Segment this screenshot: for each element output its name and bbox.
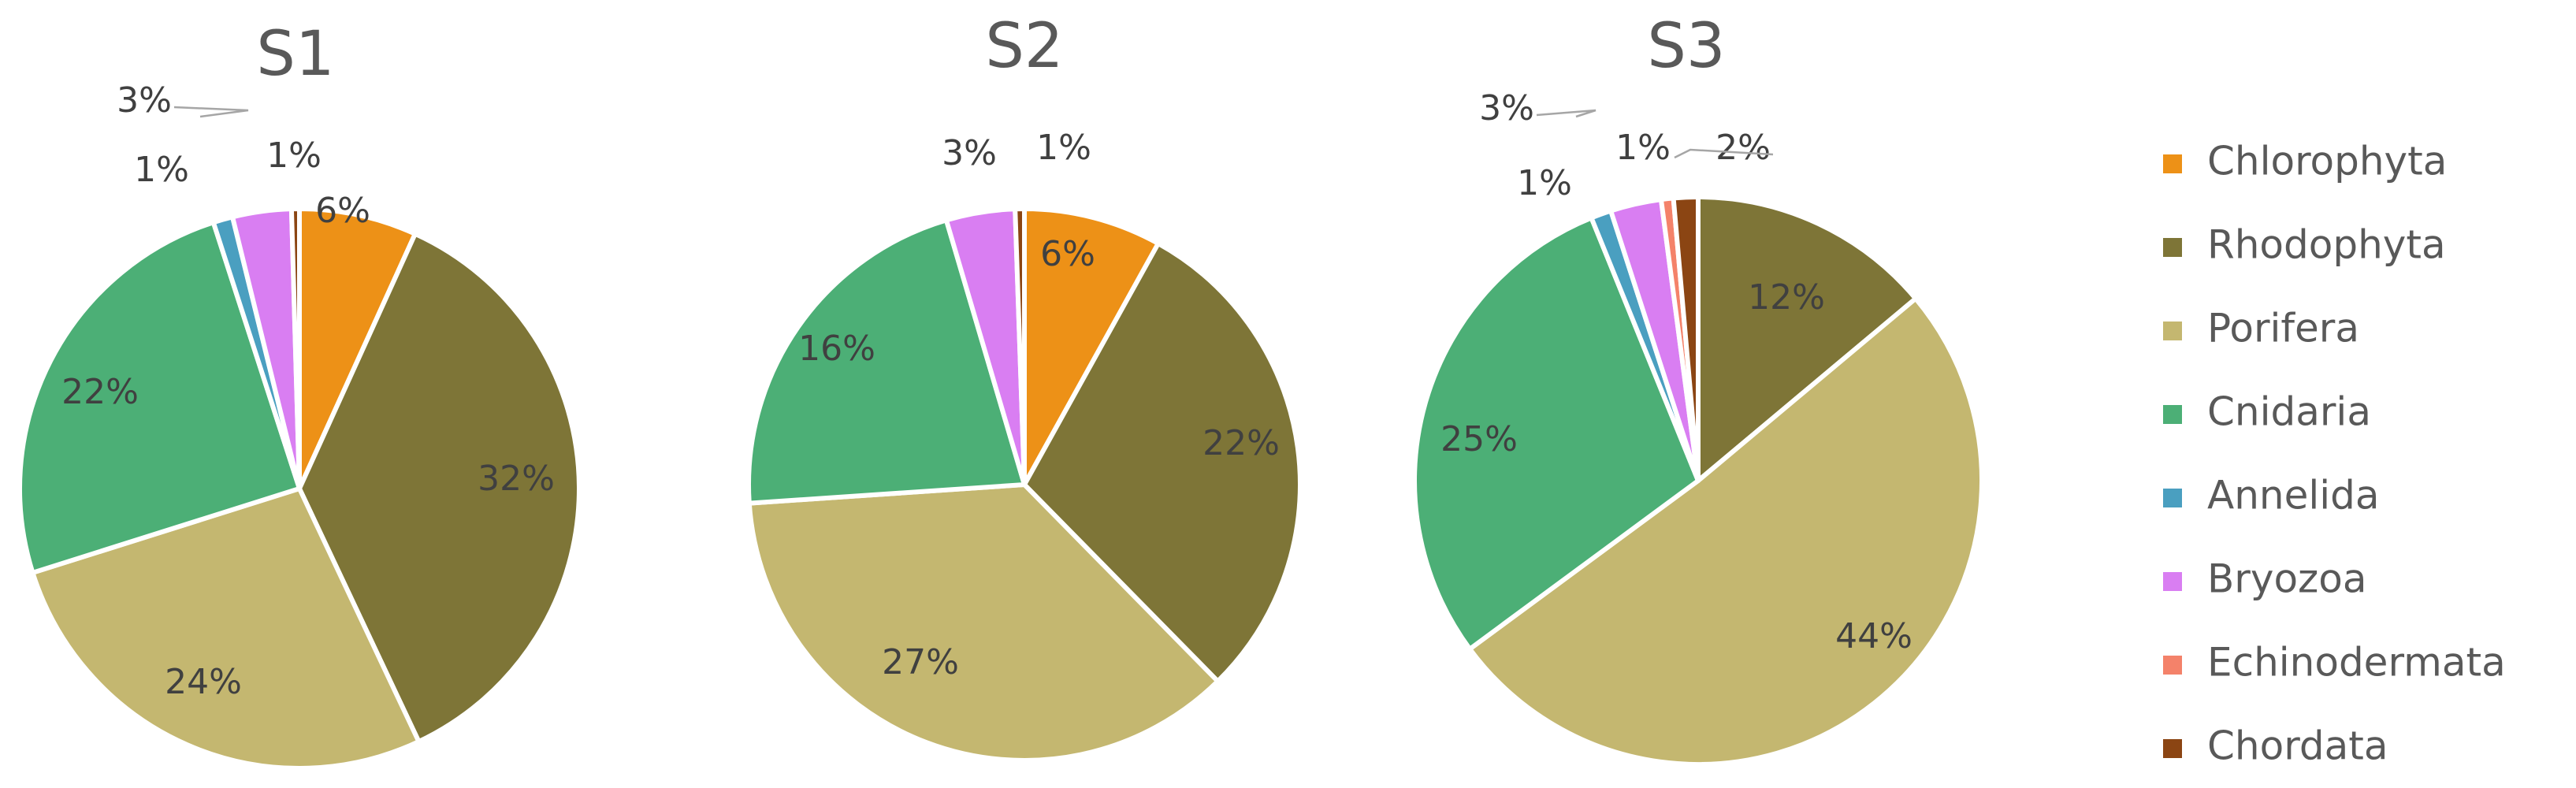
pie-s3: 12% 44% 25% 1% 3% 1% 2% [1412, 88, 1984, 767]
data-label-bryozoa: 3% [117, 80, 172, 121]
legend-item-annelida: Annelida [2163, 473, 2380, 519]
data-label-chlorophyta: 6% [1040, 234, 1095, 274]
leader-line-chordata [1674, 148, 1774, 159]
pie-slice-rhodophyta [297, 231, 582, 745]
data-label-porifera: 27% [882, 642, 959, 682]
leader-line-bryozoa [173, 106, 249, 118]
legend-label: Echinodermata [2207, 640, 2506, 686]
legend-swatch [2163, 739, 2182, 758]
pie-slice-cnidaria [1412, 215, 1701, 652]
legend-label: Chordata [2207, 723, 2388, 769]
data-label-bryozoa: 3% [1479, 88, 1534, 128]
legend: Chlorophyta Rhodophyta Porifera Cnidaria Ann… [2163, 139, 2506, 769]
legend-swatch [2163, 405, 2182, 424]
data-label-porifera: 24% [165, 662, 242, 702]
data-label-echinodermata: 1% [1615, 128, 1671, 168]
data-label-chordata: 2% [1715, 128, 1771, 168]
legend-item-porifera: Porifera [2163, 306, 2359, 351]
pie-slice-rhodophyta [1696, 195, 1919, 483]
chart-title-s2: S2 [985, 11, 1063, 82]
data-label-annelida: 1% [134, 150, 189, 190]
legend-item-bryozoa: Bryozoa [2163, 556, 2367, 602]
pie-slice-chordata [288, 206, 302, 491]
legend-swatch [2163, 322, 2182, 340]
pie-slice-porifera [1467, 296, 1984, 767]
data-label-rhodophyta: 32% [478, 459, 555, 499]
pie-s1: 6% 32% 24% 22% 1% 3% 1% [17, 80, 582, 771]
data-label-chordata: 1% [1036, 128, 1091, 168]
data-label-chlorophyta: 6% [315, 191, 370, 231]
data-label-bryozoa: 3% [942, 133, 997, 173]
legend-item-rhodophyta: Rhodophyta [2163, 222, 2446, 268]
legend-label: Annelida [2207, 473, 2380, 519]
data-label-annelida: 1% [1517, 163, 1572, 203]
legend-label: Bryozoa [2207, 556, 2367, 602]
legend-label: Porifera [2207, 306, 2359, 351]
data-label-cnidaria: 16% [798, 329, 875, 369]
data-label-cnidaria: 25% [1440, 419, 1518, 459]
legend-item-chordata: Chordata [2163, 723, 2388, 769]
legend-item-echinodermata: Echinodermata [2163, 640, 2506, 686]
pie-slice-chordata [1671, 194, 1701, 483]
pie-slice-chordata [1013, 206, 1027, 487]
pie-slice-cnidaria [17, 220, 302, 575]
legend-swatch [2163, 656, 2182, 675]
legend-swatch [2163, 238, 2182, 257]
pie-slice-chlorophyta [1022, 206, 1161, 487]
data-label-rhodophyta: 22% [1203, 423, 1280, 463]
pie-slice-cnidaria [746, 217, 1027, 506]
pie-slice-porifera [30, 486, 422, 771]
legend-label: Cnidaria [2207, 389, 2371, 435]
legend-label: Chlorophyta [2207, 139, 2447, 184]
data-label-rhodophyta: 12% [1748, 277, 1825, 318]
data-label-porifera: 44% [1835, 616, 1912, 656]
chart-title-s3: S3 [1647, 11, 1725, 82]
pie-slice-porifera [746, 482, 1221, 763]
pie-slice-chlorophyta [297, 206, 418, 491]
pie-slice-rhodophyta [1022, 240, 1303, 684]
legend-item-chlorophyta: Chlorophyta [2163, 139, 2447, 184]
data-label-cnidaria: 22% [61, 372, 139, 412]
legend-swatch [2163, 489, 2182, 507]
data-label-chordata: 1% [266, 136, 322, 176]
pie-s2: 6% 22% 27% 16% 3% 1% [746, 128, 1303, 763]
legend-item-cnidaria: Cnidaria [2163, 389, 2371, 435]
legend-swatch [2163, 572, 2182, 591]
legend-label: Rhodophyta [2207, 222, 2446, 268]
chart-title-s1: S1 [256, 19, 334, 90]
legend-swatch [2163, 154, 2182, 173]
leader-line-bryozoa [1536, 109, 1597, 118]
